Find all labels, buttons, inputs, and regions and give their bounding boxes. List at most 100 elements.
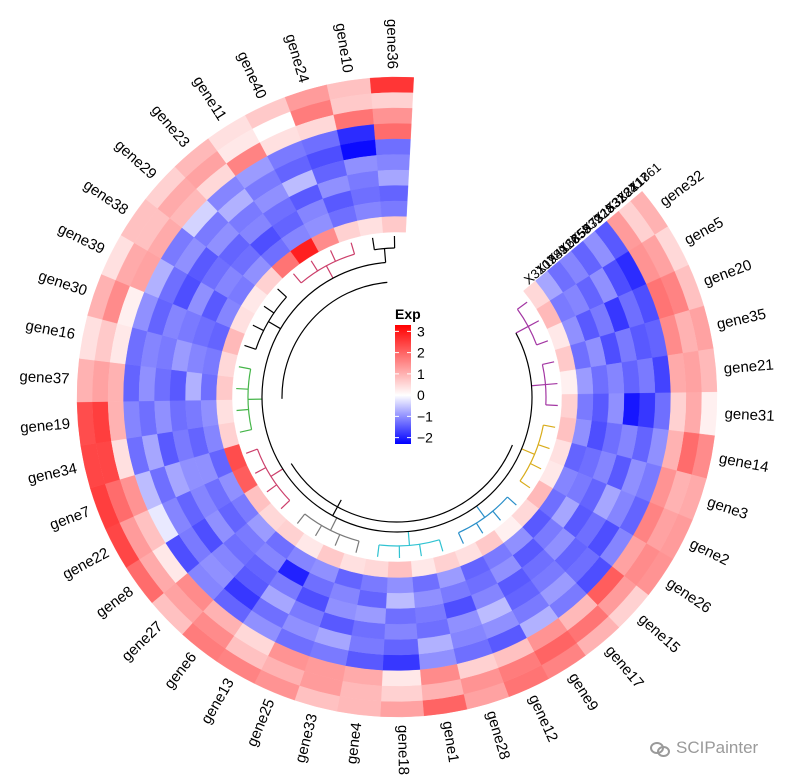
heatmap-cell — [380, 684, 423, 702]
heatmap-cell — [357, 216, 384, 237]
gene-label: gene3 — [705, 494, 750, 523]
heatmap-cell — [92, 360, 111, 402]
dendro-leaf — [536, 340, 549, 346]
gene-label: gene25 — [243, 696, 278, 749]
heatmap-cell — [377, 169, 410, 187]
heatmap-cell — [385, 592, 415, 609]
dendro-leaf — [239, 429, 252, 433]
dendro-node — [281, 281, 388, 399]
dendro-leaf — [519, 480, 531, 489]
heatmap-cell — [216, 375, 234, 401]
heatmap-cell — [371, 92, 414, 110]
gene-label: gene31 — [724, 405, 775, 425]
dendro-leaf — [277, 288, 287, 298]
heatmap-cell — [123, 363, 142, 402]
dendro-leaf — [418, 544, 422, 557]
dendro-leaf — [457, 532, 464, 544]
dendro-leaf — [280, 499, 291, 510]
gene-label: gene12 — [525, 692, 561, 745]
heatmap-cell — [386, 576, 414, 594]
gene-label: gene7 — [47, 503, 92, 534]
heatmap-cell — [384, 607, 417, 625]
dendro-branch — [374, 247, 395, 251]
dendro-leaf — [329, 250, 337, 262]
gene-label: gene15 — [635, 610, 684, 656]
dendro-leaf — [236, 408, 249, 412]
legend-tick-label: 0 — [417, 387, 425, 403]
heatmap-cell — [410, 557, 437, 578]
dendro-leaf — [475, 522, 484, 534]
dendro-leaf — [530, 462, 542, 470]
dendro-branch — [515, 325, 529, 334]
heatmap-cell — [575, 367, 594, 395]
dendrogram — [236, 236, 558, 558]
heatmap-cell — [107, 361, 126, 402]
legend-tick-label: 2 — [417, 345, 425, 361]
gene-label: gene6 — [161, 649, 200, 692]
gene-label: gene9 — [565, 670, 602, 714]
dendro-branch — [325, 265, 334, 279]
legend: Exp 3 2 1 0 −1 −2 — [395, 306, 433, 446]
heatmap-cell — [606, 393, 625, 425]
heatmap-cell — [637, 392, 656, 429]
heatmap-cells — [76, 76, 718, 718]
gene-label: gene26 — [663, 575, 714, 617]
gene-label: gene20 — [701, 257, 754, 290]
gene-label: gene11 — [189, 73, 229, 123]
heatmap-cell — [387, 561, 413, 578]
gene-label: gene39 — [55, 220, 107, 258]
dendro-leaf — [545, 404, 558, 407]
dendro-branch — [329, 517, 338, 531]
dendro-leaf — [507, 496, 517, 506]
dendro-leaf — [527, 320, 540, 327]
heatmap-cell — [383, 638, 419, 656]
gene-label: gene30 — [36, 267, 89, 299]
gene-label: gene19 — [20, 416, 71, 437]
gene-label: gene18 — [394, 725, 412, 775]
dendro-branch — [383, 248, 387, 263]
gene-label: gene22 — [60, 544, 112, 583]
heatmap-cell — [76, 358, 95, 403]
dendro-leaf — [537, 444, 550, 450]
dendro-leaf — [334, 534, 341, 546]
gene-label: gene33 — [292, 712, 321, 765]
gene-label: gene24 — [282, 32, 313, 85]
heatmap-cell — [216, 399, 235, 425]
gene-label: gene27 — [118, 618, 166, 665]
dendro-leaf — [296, 513, 306, 524]
heatmap-cell — [200, 399, 219, 427]
legend-title: Exp — [395, 306, 421, 322]
heatmap-cell — [378, 185, 409, 202]
heatmap-cell — [372, 107, 413, 125]
gene-label: gene16 — [24, 317, 76, 343]
legend-tick-label: 3 — [417, 323, 425, 339]
dendro-branch — [476, 505, 486, 518]
heatmap-cell — [200, 373, 219, 401]
dendro-leaf — [238, 366, 251, 370]
gene-label: gene8 — [93, 583, 137, 621]
legend-ticks: 3 2 1 0 −1 −2 — [395, 323, 433, 446]
watermark-text: SCIPainter — [676, 738, 759, 757]
dendro-branch — [270, 468, 284, 477]
gene-label: gene37 — [19, 368, 70, 388]
heatmap-cell — [590, 364, 609, 395]
legend-tick-label: 1 — [417, 366, 425, 382]
heatmap-cell — [169, 369, 188, 401]
heatmap-cell — [382, 653, 421, 671]
heatmap-cell — [559, 369, 578, 395]
dendro-leaf — [263, 305, 275, 314]
heatmap-cell — [376, 154, 410, 172]
heatmap-cell — [381, 216, 407, 233]
heatmap-cell — [683, 392, 702, 435]
dendro-leaf — [245, 448, 258, 454]
heatmap-cell — [380, 200, 408, 218]
dendro-branch — [407, 531, 411, 546]
gene-label: gene34 — [26, 460, 79, 488]
dendro-node — [290, 444, 513, 523]
dendro-leaf — [310, 260, 319, 272]
heatmap-cell — [154, 367, 172, 402]
gene-label: gene10 — [332, 22, 356, 74]
heatmap-cell — [591, 393, 609, 423]
heatmap-cell — [369, 76, 414, 94]
heatmap-cell — [668, 392, 687, 433]
